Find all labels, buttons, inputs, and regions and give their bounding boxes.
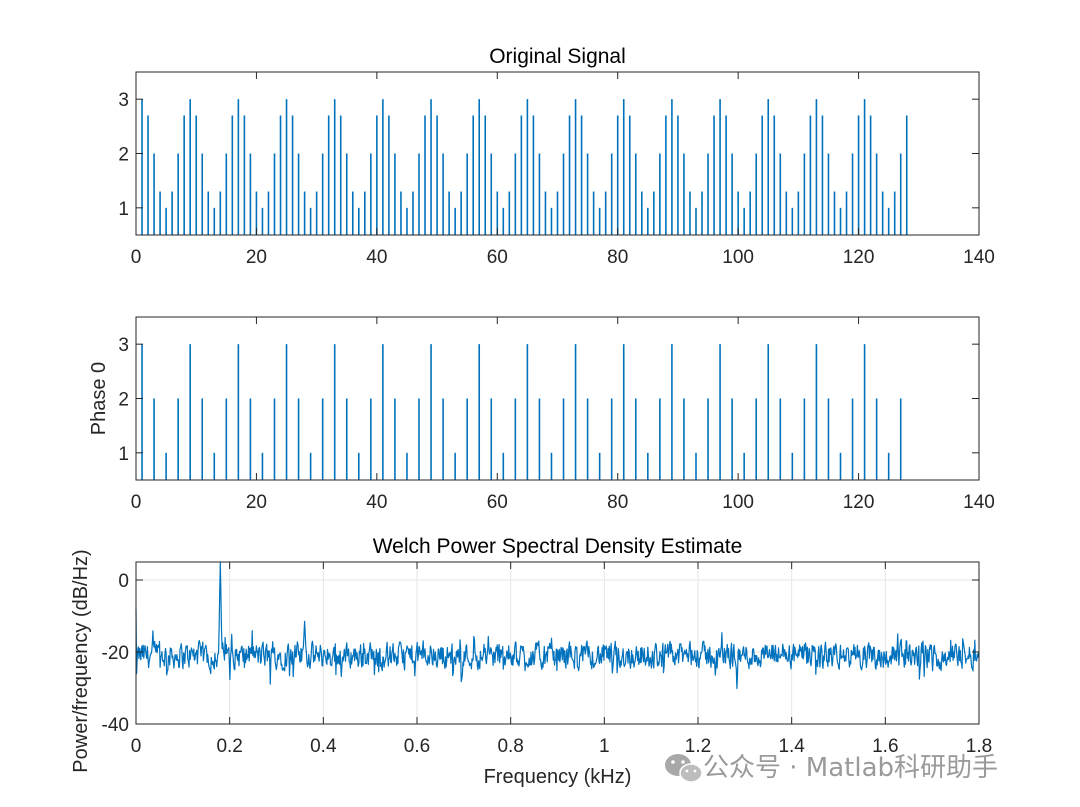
chart-title-welch-psd: Welch Power Spectral Density Estimate	[373, 535, 743, 558]
x-tick-label: 0.6	[404, 736, 430, 757]
x-tick-label: 120	[843, 492, 875, 513]
x-tick-label: 0.2	[216, 736, 242, 757]
y-axis-label-power-frequency: Power/frequency (dB/Hz)	[70, 549, 92, 772]
y-tick-label: 3	[118, 90, 129, 111]
x-tick-label: 1	[599, 736, 610, 757]
tick-labels-phase-0: 0 20 40 60 80 100 120 140 1 2 3	[118, 317, 995, 513]
wechat-icon	[665, 754, 703, 783]
x-axis-label-frequency: Frequency (kHz)	[484, 766, 632, 788]
x-tick-label: 1.8	[966, 736, 992, 757]
watermark-text: 公众号 · Matlab科研助手	[703, 753, 998, 783]
x-tick-label: 40	[366, 247, 387, 268]
x-tick-label: 0.4	[310, 736, 337, 757]
x-tick-label: 140	[963, 492, 995, 513]
x-tick-label: 20	[246, 247, 267, 268]
x-tick-label: 0	[131, 247, 142, 268]
axes-phase-0: Phase 0 0 20 40 60 80 100 120 140 1 2 3	[88, 316, 995, 513]
x-tick-label: 140	[963, 247, 995, 268]
axes-original-signal: Original Signal 0 20 40 60 80 100 120 140 1 2 3	[118, 45, 994, 268]
x-tick-label: 0	[131, 492, 142, 513]
tick-labels-original: 0 20 40 60 80 100 120 140 1 2 3	[118, 72, 995, 268]
x-tick-label: 1.4	[778, 736, 805, 757]
y-tick-label: 3	[118, 335, 129, 356]
x-tick-label: 100	[722, 492, 754, 513]
x-tick-label: 1.6	[872, 736, 898, 757]
x-tick-label: 60	[487, 247, 508, 268]
y-tick-label: 2	[118, 390, 129, 411]
y-tick-label: 2	[118, 145, 129, 166]
stem-series-original	[141, 99, 908, 235]
x-tick-label: 80	[607, 247, 628, 268]
chart-title-original-signal: Original Signal	[489, 45, 626, 68]
axes-frame-psd	[135, 561, 980, 725]
x-tick-label: 100	[722, 247, 754, 268]
y-tick-label: 0	[118, 571, 129, 592]
x-tick-label: 20	[246, 492, 267, 513]
y-tick-label: 1	[118, 444, 129, 465]
x-tick-label: 60	[487, 492, 508, 513]
x-tick-label: 0.8	[497, 736, 523, 757]
stem-series-phase-0	[141, 344, 902, 480]
x-tick-label: 40	[366, 492, 387, 513]
x-tick-label: 80	[607, 492, 628, 513]
x-tick-label: 0	[131, 736, 142, 757]
x-tick-label: 1.2	[685, 736, 711, 757]
psd-line-series	[135, 561, 980, 690]
watermark: 公众号 · Matlab科研助手	[665, 753, 998, 783]
tick-labels-psd: 0 0.2 0.4 0.6 0.8 1 1.2 1.4 1.6 1.8 -40 -20 0	[102, 562, 992, 757]
x-tick-label: 120	[843, 247, 875, 268]
y-axis-label-phase-0: Phase 0	[88, 362, 110, 435]
y-tick-label: -20	[102, 643, 129, 664]
y-tick-label: -40	[102, 715, 129, 736]
y-tick-label: 1	[118, 199, 129, 220]
